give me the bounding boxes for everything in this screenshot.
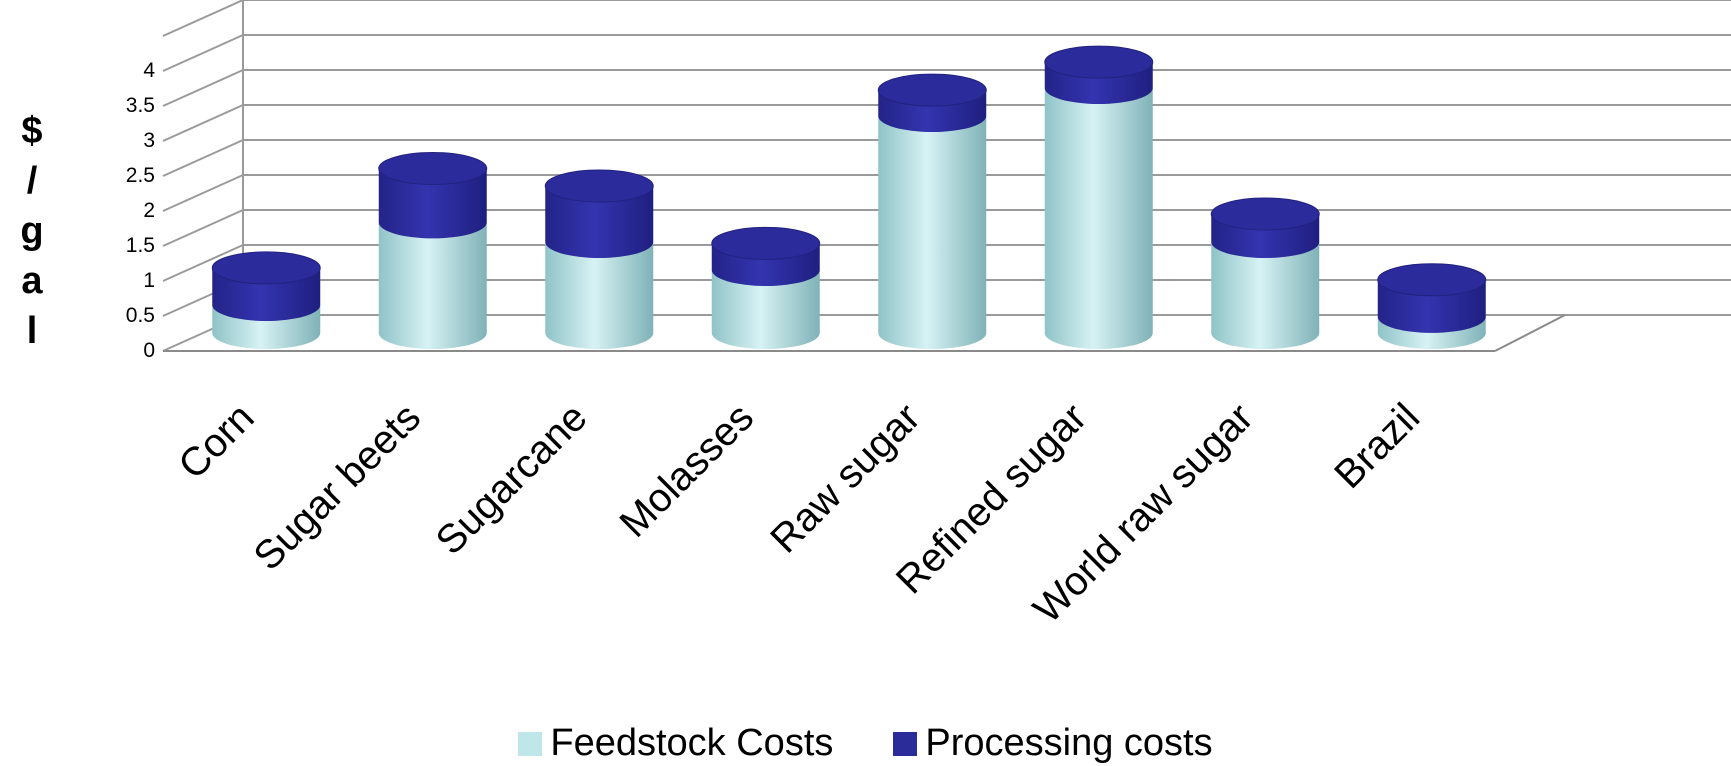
grid-diagonal bbox=[162, 139, 244, 177]
bar-cap bbox=[877, 73, 987, 107]
y-tick-label: 1.5 bbox=[126, 234, 155, 257]
bar-segment-feedstock bbox=[1044, 88, 1153, 349]
bar-group-world-raw-sugar bbox=[1210, 197, 1320, 349]
bar-cap bbox=[1210, 197, 1320, 231]
grid-diagonal bbox=[162, 34, 244, 72]
bar-group-refined-sugar bbox=[1044, 45, 1154, 349]
x-tick-label: Brazil bbox=[1326, 395, 1428, 497]
legend-label-processing: Processing costs bbox=[925, 722, 1213, 764]
grid-diagonal bbox=[162, 174, 244, 212]
legend-item-feedstock: Feedstock Costs bbox=[518, 722, 833, 765]
y-tick-label: 1 bbox=[143, 269, 155, 292]
grid-diagonal bbox=[162, 244, 244, 282]
grid-diagonal bbox=[162, 104, 244, 142]
y-tick-label: 3.5 bbox=[126, 94, 155, 117]
bar-group-sugarcane bbox=[544, 169, 654, 349]
bar-segment-feedstock bbox=[378, 222, 487, 349]
bar-cap bbox=[211, 251, 321, 285]
bar-group-raw-sugar bbox=[877, 73, 987, 349]
y-tick-label: 2.5 bbox=[126, 164, 155, 187]
legend: Feedstock Costs Processing costs bbox=[0, 722, 1731, 765]
y-axis-label-letter-2: / bbox=[26, 160, 38, 202]
floor-right-edge bbox=[1494, 314, 1566, 352]
grid-diagonal bbox=[162, 0, 244, 37]
bar-segment-feedstock bbox=[711, 270, 820, 349]
bar-segment-feedstock bbox=[1211, 242, 1320, 349]
legend-swatch-feedstock bbox=[518, 731, 543, 756]
bar-group-sugar-beets bbox=[378, 152, 488, 349]
bar-group-brazil bbox=[1377, 263, 1487, 349]
y-axis-label-letter-5: l bbox=[26, 310, 38, 352]
x-tick-label: Sugarcane bbox=[428, 395, 596, 563]
x-tick-label: Corn bbox=[170, 395, 262, 487]
y-tick-label: 0.5 bbox=[126, 304, 155, 327]
y-axis-label-letter-3: g bbox=[20, 210, 44, 252]
y-tick-label: 2 bbox=[143, 199, 155, 222]
grid-diagonal bbox=[162, 69, 244, 107]
bar-group-molasses bbox=[711, 226, 821, 349]
bar-cap bbox=[378, 152, 488, 185]
bar-cap bbox=[1044, 45, 1154, 79]
x-tick-label: Raw sugar bbox=[762, 395, 928, 561]
y-axis-label-letter-1: $ bbox=[21, 110, 43, 152]
bar-cap bbox=[1377, 263, 1487, 297]
legend-label-feedstock: Feedstock Costs bbox=[550, 722, 834, 764]
bar-segment-feedstock bbox=[878, 116, 987, 349]
y-axis-label-letter-4: a bbox=[21, 260, 43, 302]
x-tick-label: Molasses bbox=[612, 395, 763, 546]
legend-swatch-processing bbox=[893, 731, 918, 756]
grid-diagonal bbox=[162, 209, 244, 247]
bars bbox=[211, 45, 1487, 349]
bar-segment-processing bbox=[545, 186, 654, 258]
bar-segment-processing bbox=[378, 168, 487, 239]
bar-group-corn bbox=[211, 251, 321, 349]
y-tick-labels: 0 0.5 1 1.5 2 2.5 3 3.5 4 bbox=[126, 59, 156, 362]
y-tick-label: 3 bbox=[143, 129, 155, 152]
y-tick-label: 0 bbox=[143, 339, 155, 362]
x-tick-label: Sugar beets bbox=[245, 395, 429, 579]
bar-segment-feedstock bbox=[545, 242, 654, 349]
legend-item-processing: Processing costs bbox=[893, 722, 1213, 765]
y-tick-label: 4 bbox=[143, 59, 155, 82]
bar-cap bbox=[711, 226, 821, 260]
grid-layer bbox=[162, 0, 1731, 352]
bar-cap bbox=[544, 169, 654, 203]
